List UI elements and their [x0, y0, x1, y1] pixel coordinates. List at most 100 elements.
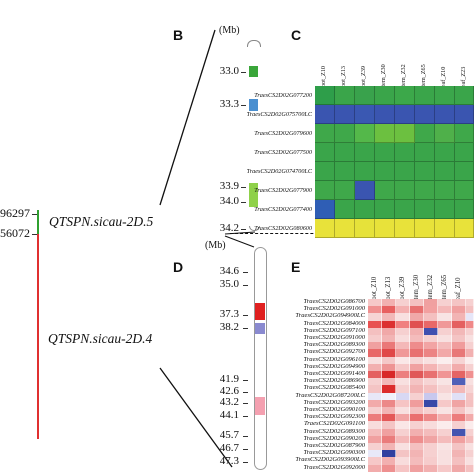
heatmap-e-cell	[466, 363, 474, 371]
marker-upper-label: 96297	[0, 206, 30, 220]
heatmap-e-cell	[438, 450, 452, 458]
heatmap-e-cell	[410, 306, 424, 314]
heatmap-e-gene-label: TraesCS2D02G090300	[303, 449, 365, 457]
heatmap-e-cell	[466, 342, 474, 350]
heatmap-c-cell	[335, 105, 355, 124]
chr-d-pos: 43.2	[219, 396, 239, 408]
chr-d-pos: 46.7	[219, 442, 239, 454]
heatmap-e-cell	[466, 313, 474, 321]
chr-b-block-blue	[249, 99, 258, 111]
heatmap-e-cell	[368, 435, 382, 443]
heatmap-e-gene-label: TraesCS2D02G093200	[303, 398, 365, 406]
chr-d-pos: 34.6	[219, 265, 239, 277]
chr-d-tick	[243, 449, 248, 450]
chr-d-block-lavender	[255, 323, 265, 334]
marker-lower-label: 56072	[0, 226, 30, 240]
heatmap-e-cell	[452, 306, 466, 314]
heatmap-e-cell	[424, 392, 438, 400]
heatmap-e-cell	[438, 335, 452, 343]
chr-d-pos: 37.3	[219, 308, 239, 320]
heatmap-e-cell	[382, 342, 396, 350]
chr-b-pos: 33.0	[219, 65, 239, 77]
heatmap-e-cell	[452, 435, 466, 443]
chr-d-pos: 41.9	[219, 373, 239, 385]
heatmap-e-cell	[410, 320, 424, 328]
heatmap-e-cell	[368, 299, 382, 307]
heatmap-c-cell	[315, 181, 335, 200]
heatmap-c-gene-label: TraesCS2D02G077400	[254, 206, 312, 213]
heatmap-e-cell	[438, 356, 452, 364]
heatmap-e-cell	[368, 464, 382, 472]
heatmap-e-cell	[410, 378, 424, 386]
heatmap-e-cell	[382, 464, 396, 472]
heatmap-e-cell	[368, 327, 382, 335]
chr-b-block-green	[249, 66, 258, 77]
heatmap-c-gene-label: TraesCS2D02G077900	[254, 187, 312, 194]
chr-d-tick	[243, 315, 248, 316]
heatmap-e-cell	[424, 421, 438, 429]
marker-upper-tick	[32, 214, 37, 215]
heatmap-e-cell	[382, 378, 396, 386]
heatmap-e-cell	[382, 443, 396, 451]
chr-d-pos: 45.7	[219, 429, 239, 441]
heatmap-c-gene-label: TraesCS2D02G077500	[254, 149, 312, 156]
heatmap-c-cell	[395, 200, 415, 219]
heatmap-e-gene-label: TraesCS2D02G093900LC	[295, 456, 365, 464]
heatmap-e-cell	[396, 421, 410, 429]
heatmap-e-cell	[368, 378, 382, 386]
heatmap-e-cell	[466, 349, 474, 357]
heatmap-e-cell	[382, 457, 396, 465]
chr-d-outline	[254, 247, 267, 470]
heatmap-e-cell	[396, 385, 410, 393]
qtl-lower-label: QTSPN.sicau-2D.4	[48, 331, 153, 346]
heatmap-e-gene-label: TraesCS2D02G086700	[303, 298, 365, 305]
heatmap-c-cell	[395, 86, 415, 105]
heatmap-e-cell	[396, 335, 410, 343]
heatmap-e-cell	[466, 428, 474, 436]
heatmap-e-cell	[424, 371, 438, 379]
heatmap-e-cell	[466, 399, 474, 407]
heatmap-c-cell	[435, 143, 455, 162]
heatmap-e-gene-label: TraesCS2D02G090100	[303, 406, 365, 413]
heatmap-e-cell	[466, 443, 474, 451]
chr-b-pos: 34.2	[219, 222, 239, 234]
chr-d-tick	[243, 272, 248, 273]
heatmap-e-cell	[438, 428, 452, 436]
heatmap-e-cell	[438, 313, 452, 321]
heatmap-e-cell	[438, 342, 452, 350]
heatmap-e-gene-label: TraesCS2D02G091000	[303, 334, 365, 341]
heatmap-e-cell	[424, 327, 438, 335]
heatmap-e-column-header: stem_Z32	[427, 274, 434, 302]
heatmap-c-cell	[315, 143, 335, 162]
heatmap-e-cell	[466, 450, 474, 458]
heatmap-e-cell	[452, 399, 466, 407]
heatmap-e-cell	[410, 327, 424, 335]
heatmap-e-cell	[382, 428, 396, 436]
heatmap-e-cell	[382, 349, 396, 357]
heatmap-e-cell	[438, 371, 452, 379]
heatmap-e-cell	[368, 335, 382, 343]
heatmap-e-cell	[424, 399, 438, 407]
chr-d-tick	[243, 380, 248, 381]
heatmap-c-cell	[455, 105, 474, 124]
heatmap-e-cell	[410, 428, 424, 436]
heatmap-e-cell	[396, 414, 410, 422]
heatmap-e-cell	[368, 385, 382, 393]
heatmap-e-cell	[452, 407, 466, 415]
heatmap-e-gene-label: TraesCS2D02G090200	[303, 434, 365, 442]
chr-d-pos: 35.0	[219, 278, 239, 290]
heatmap-e-cell	[424, 435, 438, 443]
heatmap-e-cell	[452, 428, 466, 436]
heatmap-e-cell	[424, 385, 438, 393]
heatmap-e-cell	[368, 349, 382, 357]
heatmap-e-cell	[368, 306, 382, 314]
qtl-bar-lower	[37, 234, 39, 439]
heatmap-c-cell	[375, 162, 395, 181]
heatmap-e-cell	[382, 414, 396, 422]
heatmap-e-cell	[424, 457, 438, 465]
heatmap-e-cell	[396, 320, 410, 328]
heatmap-c-cell	[435, 200, 455, 219]
heatmap-c-cell	[435, 105, 455, 124]
heatmap-e-cell	[368, 313, 382, 321]
heatmap-e-cell	[466, 385, 474, 393]
